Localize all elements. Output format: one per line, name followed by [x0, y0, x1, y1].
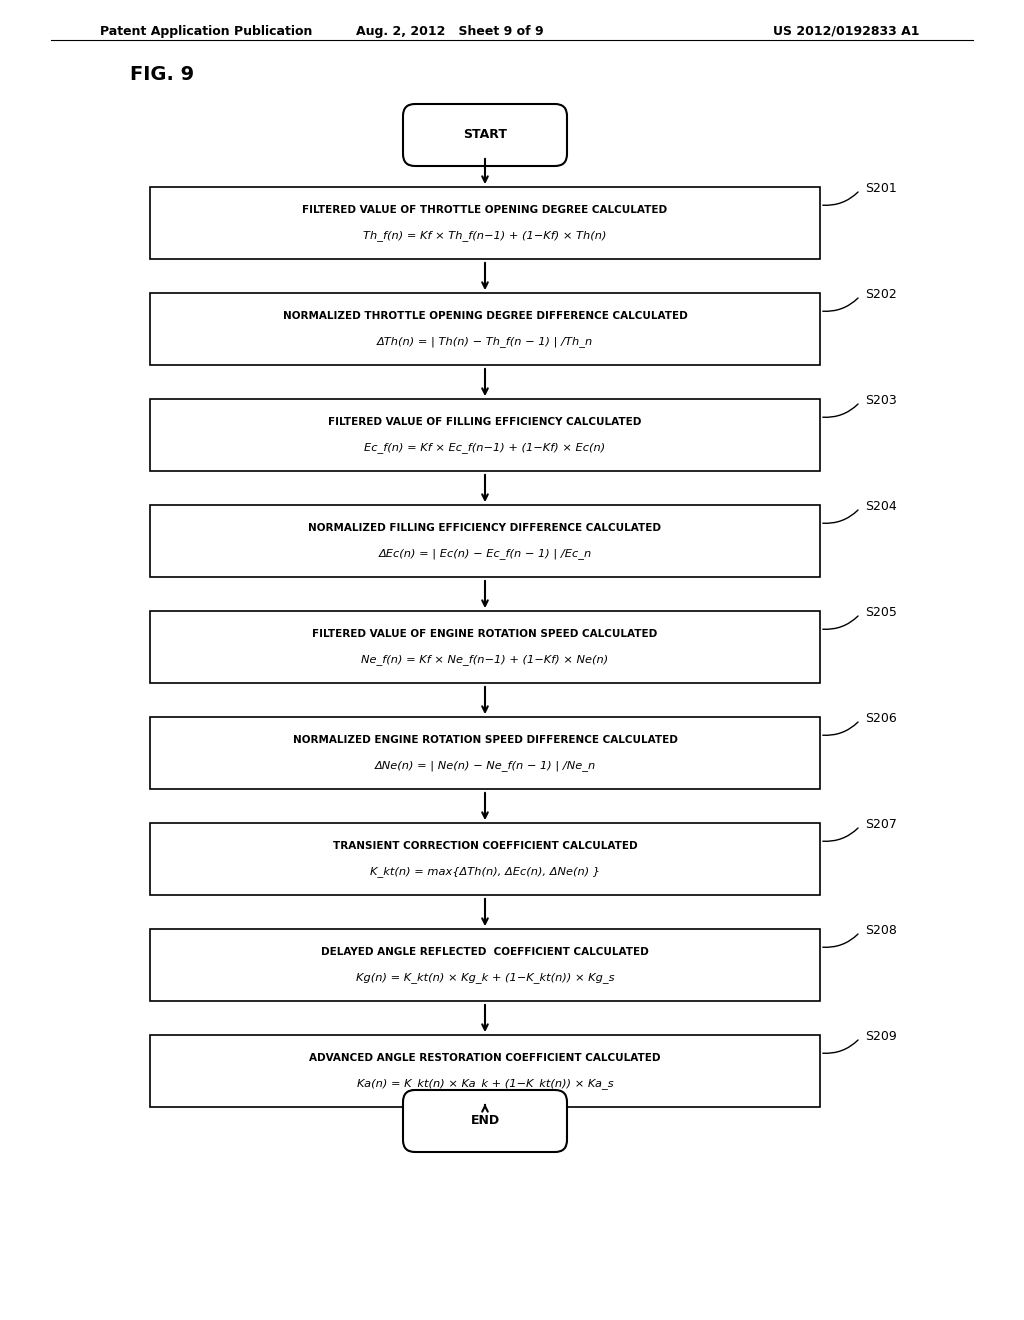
FancyBboxPatch shape: [150, 293, 820, 366]
Text: ΔNe(n) = | Ne(n) − Ne_f(n − 1) | /Ne_n: ΔNe(n) = | Ne(n) − Ne_f(n − 1) | /Ne_n: [375, 760, 596, 771]
Text: S205: S205: [865, 606, 897, 619]
Text: Patent Application Publication: Patent Application Publication: [100, 25, 312, 38]
Text: Ne_f(n) = Kf × Ne_f(n−1) + (1−Kf) × Ne(n): Ne_f(n) = Kf × Ne_f(n−1) + (1−Kf) × Ne(n…: [361, 655, 608, 665]
FancyBboxPatch shape: [150, 717, 820, 789]
Text: S209: S209: [865, 1030, 897, 1043]
Text: S208: S208: [865, 924, 897, 937]
Text: TRANSIENT CORRECTION COEFFICIENT CALCULATED: TRANSIENT CORRECTION COEFFICIENT CALCULA…: [333, 841, 637, 851]
Text: FILTERED VALUE OF THROTTLE OPENING DEGREE CALCULATED: FILTERED VALUE OF THROTTLE OPENING DEGRE…: [302, 205, 668, 215]
Text: S202: S202: [865, 288, 897, 301]
Text: ΔEc(n) = | Ec(n) − Ec_f(n − 1) | /Ec_n: ΔEc(n) = | Ec(n) − Ec_f(n − 1) | /Ec_n: [379, 549, 592, 560]
Text: S206: S206: [865, 711, 897, 725]
FancyBboxPatch shape: [150, 1035, 820, 1107]
FancyBboxPatch shape: [403, 104, 567, 166]
Text: NORMALIZED ENGINE ROTATION SPEED DIFFERENCE CALCULATED: NORMALIZED ENGINE ROTATION SPEED DIFFERE…: [293, 735, 678, 744]
FancyBboxPatch shape: [150, 187, 820, 259]
Text: US 2012/0192833 A1: US 2012/0192833 A1: [773, 25, 920, 38]
Text: END: END: [470, 1114, 500, 1127]
Text: ADVANCED ANGLE RESTORATION COEFFICIENT CALCULATED: ADVANCED ANGLE RESTORATION COEFFICIENT C…: [309, 1053, 660, 1063]
Text: S204: S204: [865, 500, 897, 513]
Text: NORMALIZED FILLING EFFICIENCY DIFFERENCE CALCULATED: NORMALIZED FILLING EFFICIENCY DIFFERENCE…: [308, 523, 662, 533]
Text: S201: S201: [865, 182, 897, 195]
Text: Ec_f(n) = Kf × Ec_f(n−1) + (1−Kf) × Ec(n): Ec_f(n) = Kf × Ec_f(n−1) + (1−Kf) × Ec(n…: [365, 442, 605, 454]
Text: Ka(n) = K_kt(n) × Ka_k + (1−K_kt(n)) × Ka_s: Ka(n) = K_kt(n) × Ka_k + (1−K_kt(n)) × K…: [356, 1078, 613, 1089]
Text: S203: S203: [865, 393, 897, 407]
Text: K_kt(n) = max{ΔTh(n), ΔEc(n), ΔNe(n) }: K_kt(n) = max{ΔTh(n), ΔEc(n), ΔNe(n) }: [370, 866, 600, 878]
Text: FIG. 9: FIG. 9: [130, 65, 195, 84]
Text: ΔTh(n) = | Th(n) − Th_f(n − 1) | /Th_n: ΔTh(n) = | Th(n) − Th_f(n − 1) | /Th_n: [377, 337, 593, 347]
Text: Aug. 2, 2012   Sheet 9 of 9: Aug. 2, 2012 Sheet 9 of 9: [356, 25, 544, 38]
Text: FILTERED VALUE OF ENGINE ROTATION SPEED CALCULATED: FILTERED VALUE OF ENGINE ROTATION SPEED …: [312, 630, 657, 639]
Text: FILTERED VALUE OF FILLING EFFICIENCY CALCULATED: FILTERED VALUE OF FILLING EFFICIENCY CAL…: [329, 417, 642, 426]
FancyBboxPatch shape: [150, 399, 820, 471]
FancyBboxPatch shape: [150, 822, 820, 895]
Text: START: START: [463, 128, 507, 141]
Text: DELAYED ANGLE REFLECTED  COEFFICIENT CALCULATED: DELAYED ANGLE REFLECTED COEFFICIENT CALC…: [322, 946, 649, 957]
FancyBboxPatch shape: [403, 1090, 567, 1152]
Text: NORMALIZED THROTTLE OPENING DEGREE DIFFERENCE CALCULATED: NORMALIZED THROTTLE OPENING DEGREE DIFFE…: [283, 312, 687, 321]
Text: Kg(n) = K_kt(n) × Kg_k + (1−K_kt(n)) × Kg_s: Kg(n) = K_kt(n) × Kg_k + (1−K_kt(n)) × K…: [355, 973, 614, 983]
FancyBboxPatch shape: [150, 506, 820, 577]
FancyBboxPatch shape: [150, 929, 820, 1001]
FancyBboxPatch shape: [150, 611, 820, 682]
Text: S207: S207: [865, 818, 897, 832]
Text: Th_f(n) = Kf × Th_f(n−1) + (1−Kf) × Th(n): Th_f(n) = Kf × Th_f(n−1) + (1−Kf) × Th(n…: [364, 231, 607, 242]
